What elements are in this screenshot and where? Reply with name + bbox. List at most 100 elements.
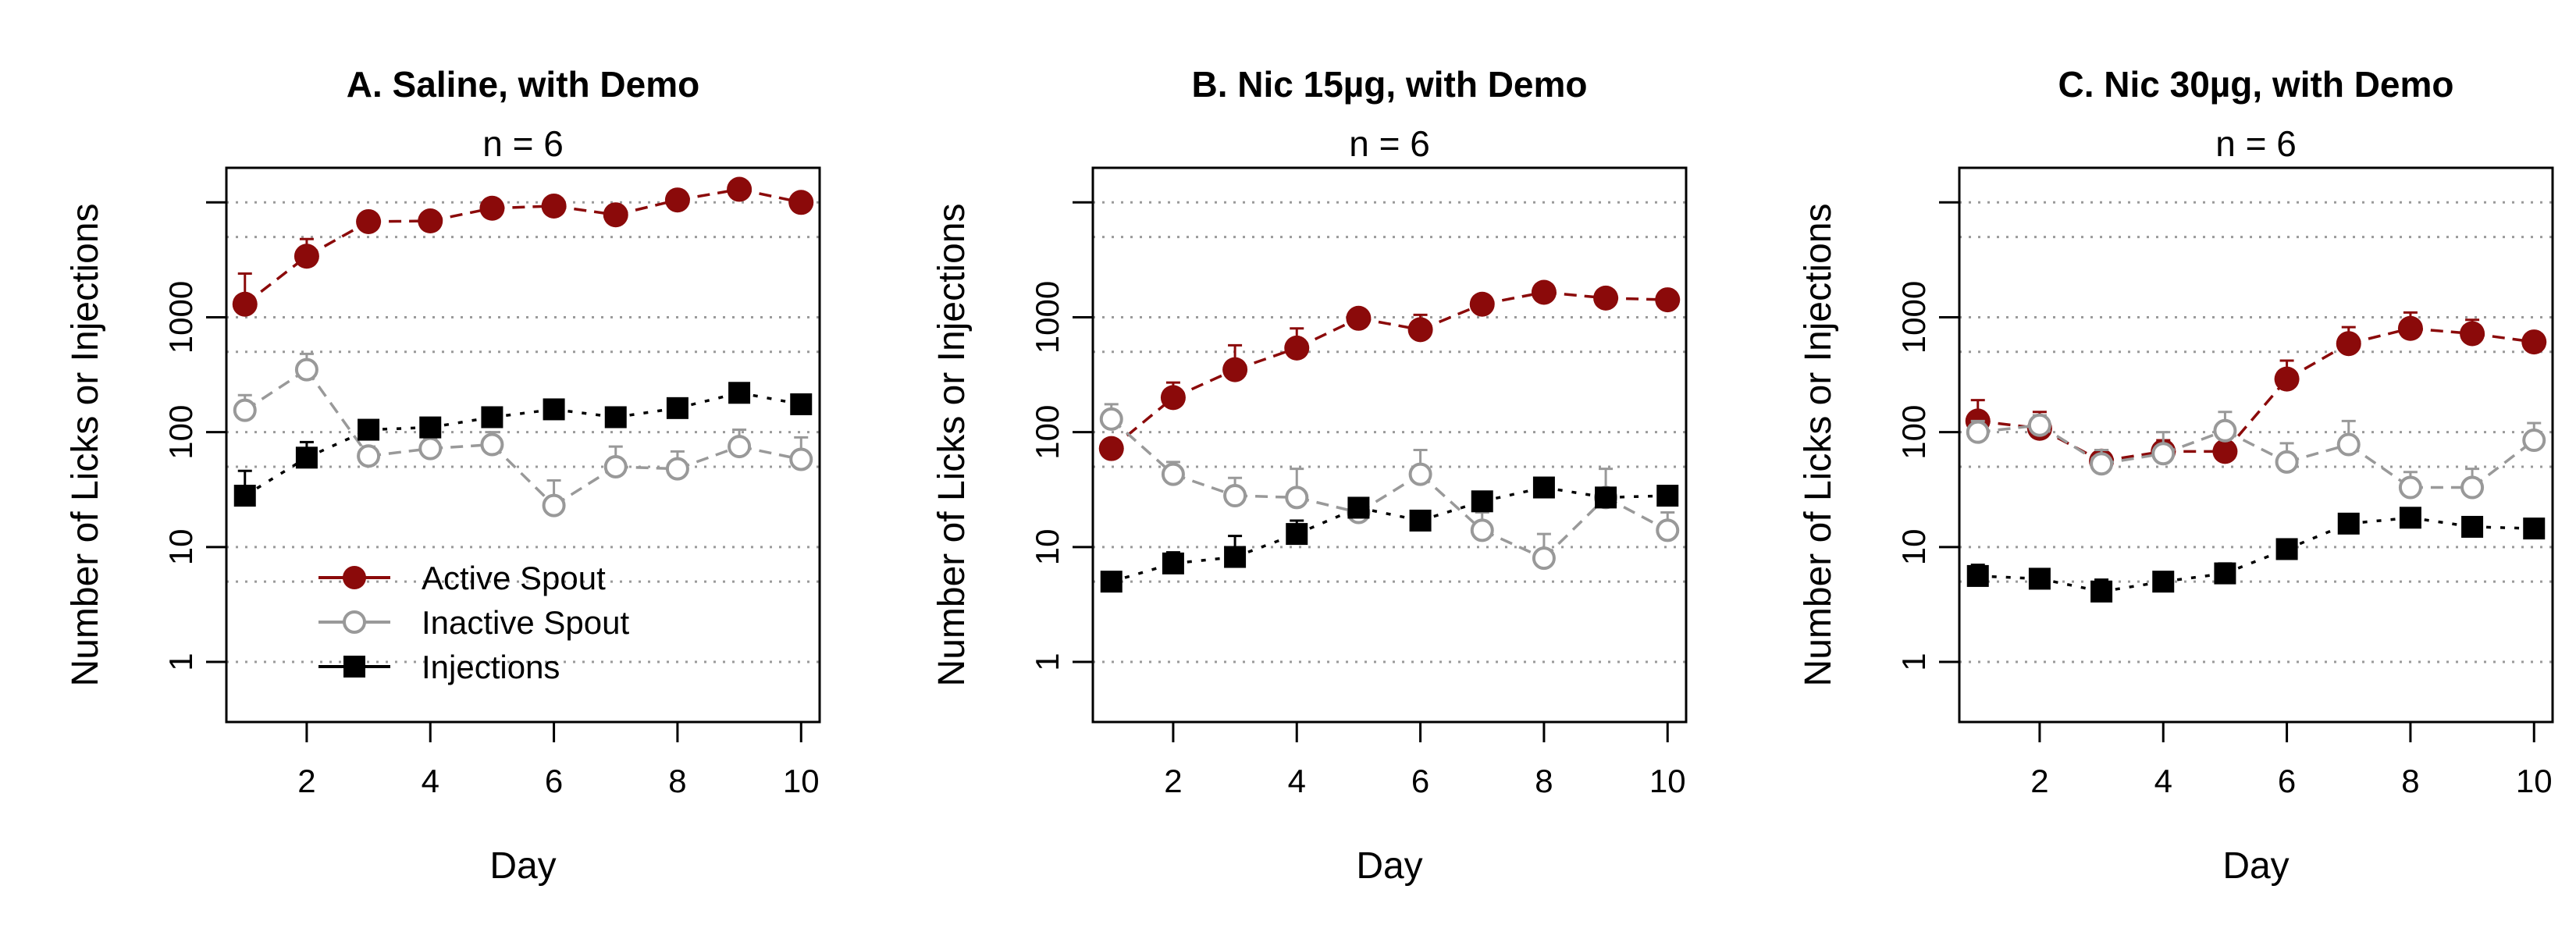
panel-b-inactive-point-day-4 [1285,486,1309,510]
panel-c-inactive-point-day-1 [1966,420,1990,444]
panel-c-inactive-point-day-10 [2522,429,2546,453]
panel-a-inactive-point-day-6 [542,493,566,518]
panel-a-inactive-segment-2-3 [305,368,370,457]
legend-entry-active: Active Spout [318,560,606,596]
panel-b-injections-segment-1-2 [1111,562,1174,583]
panel-c-inactive-segment-9-10 [2471,439,2535,489]
panel-c-active-segment-5-6 [2224,378,2288,453]
panel-b-injections-segment-7-8 [1482,486,1545,503]
panel-a-injections-point-day-1 [233,485,256,507]
panel-a-inactive-point-day-1 [233,398,257,422]
panel-c-xlabel: Day [2222,845,2289,887]
panel-b-ytick-label-1: 1 [1029,653,1066,670]
panel-b-xtick-label-8: 8 [1535,763,1553,799]
panel-b-injections-point-day-9 [1595,486,1617,509]
panel-c-subtitle: n = 6 [2215,123,2297,164]
panel-b-active-point-day-3 [1222,357,1248,382]
panel-c-inactive-point-day-3 [2090,452,2114,476]
panel-c-injections-segment-8-9 [2410,516,2473,528]
panel-a-inactive-point-day-8 [665,457,689,481]
panel-a-active-point-day-2 [294,244,319,269]
panel-b-injections-point-day-4 [1286,523,1308,546]
panel-a-injections-segment-9-10 [738,391,802,406]
panel-a-y-axis: 1 10 100 1000 [162,201,226,671]
panel-c-injections-point-day-2 [2028,567,2051,590]
panel-b-inactive-point-day-8 [1532,546,1556,571]
panel-a-inactive-point-day-5 [480,432,504,457]
panel-a-inactive-point-day-2 [294,357,318,382]
panel-b-active-point-day-2 [1160,385,1186,411]
panel-c-injections-point-day-10 [2523,518,2546,540]
panel-b-active-point-day-9 [1593,285,1619,311]
panel-a-injections-segment-5-6 [492,407,554,419]
panel-a-injections-segment-8-9 [677,391,740,410]
panel-c-active-point-day-6 [2274,366,2300,392]
panel-a-inactive-segment-1-2 [244,368,308,412]
panel-a-injections-point-day-5 [481,406,503,429]
panel-a-subtitle: n = 6 [482,123,564,164]
panel-c-ytick-label-1: 1 [1895,653,1932,670]
panel-a-ytick-label-10: 10 [162,528,199,565]
panel-a-active-point-day-7 [603,202,628,228]
panel-b-active-point-day-5 [1346,305,1372,331]
panel-b-injections-point-day-7 [1471,490,1493,513]
panel-c-inactive-point-day-7 [2336,432,2361,457]
panel-b-x-axis: 2 4 6 8 10 [1164,722,1686,799]
panel-a-injections-segment-7-8 [615,407,678,419]
panel-b-active-point-day-10 [1655,287,1681,313]
panel-b-inactive-point-day-6 [1408,462,1432,486]
panel-c-inactive-point-day-2 [2027,413,2051,437]
panel-c-injections-segment-7-8 [2348,516,2411,525]
panel-b-injections-point-day-8 [1532,476,1555,499]
panel-a-ytick-label-100: 100 [162,405,199,460]
panel-a-inactive-segment-6-7 [553,465,617,507]
panel-c-inactive-segment-2-3 [2038,424,2103,465]
panel-a-xtick-label-8: 8 [668,763,686,799]
panel-a-injections-segment-4-5 [429,415,493,429]
panel-c-injections-segment-9-10 [2472,525,2535,530]
panel-b-xtick-label-10: 10 [1649,763,1686,799]
panel-c: C. Nic 30µg, with Demo n = 6 1101001000 … [1798,64,2554,887]
panel-c-injections-segment-4-5 [2163,571,2226,583]
legend-entry-inactive: Inactive Spout [318,604,630,641]
panel-a-inactive-point-day-9 [728,435,752,459]
panel-b-gridlines [1093,201,1686,663]
panel-c-x-axis: 2 4 6 8 10 [2030,722,2553,799]
panel-a-x-axis: 2 4 6 8 10 [297,722,820,799]
panel-a-ytick-label-1: 1 [162,653,199,670]
panel-c-inactive-segment-7-8 [2347,443,2411,489]
panel-c-ytick-label-10: 10 [1895,528,1932,565]
panel-a-xtick-label-10: 10 [783,763,820,799]
panel-c-title: C. Nic 30µg, with Demo [2058,64,2453,105]
panel-c-xtick-label-4: 4 [2154,763,2172,799]
panel-b-inactive-point-day-3 [1223,484,1247,508]
panel-b-xtick-label-4: 4 [1288,763,1306,799]
panel-c-xtick-label-10: 10 [2516,763,2553,799]
panel-b-injections-segment-9-10 [1606,494,1668,500]
panel-c-inactive-point-day-5 [2213,418,2237,443]
panel-b-active-segment-1-2 [1110,397,1175,450]
panel-c-active-point-day-10 [2521,329,2547,355]
panel-b-active-point-day-8 [1531,279,1557,305]
panel-b-xtick-label-2: 2 [1164,763,1182,799]
panel-b-inactive-point-day-7 [1470,518,1494,542]
legend-inactive-marker [343,610,366,634]
panel-c-injections-segment-1-2 [1977,574,2040,581]
panel-b-injections-point-day-5 [1347,496,1370,519]
panel-b-inactive-point-day-10 [1656,518,1680,542]
panel-c-inactive-point-day-9 [2460,475,2485,500]
panel-b-injections-point-day-2 [1162,552,1184,574]
panel-a-active-point-day-8 [664,187,690,213]
panel-a-injections-point-day-9 [728,382,751,404]
panel-c-inactive-point-day-6 [2275,450,2299,474]
panel-b-ytick-label-100: 100 [1029,405,1066,460]
panel-a-active-point-day-6 [541,193,567,219]
panel-c-xtick-label-8: 8 [2401,763,2419,799]
panel-b-inactive-point-day-2 [1161,462,1185,486]
panel-b-injections-point-day-6 [1409,509,1432,532]
panel-c-ytick-label-100: 100 [1895,405,1932,460]
legend-inactive-label: Inactive Spout [422,604,630,641]
legend-active-label: Active Spout [422,560,606,596]
panel-a-xtick-label-6: 6 [545,763,563,799]
panel-a-injections-segment-6-7 [553,407,616,419]
